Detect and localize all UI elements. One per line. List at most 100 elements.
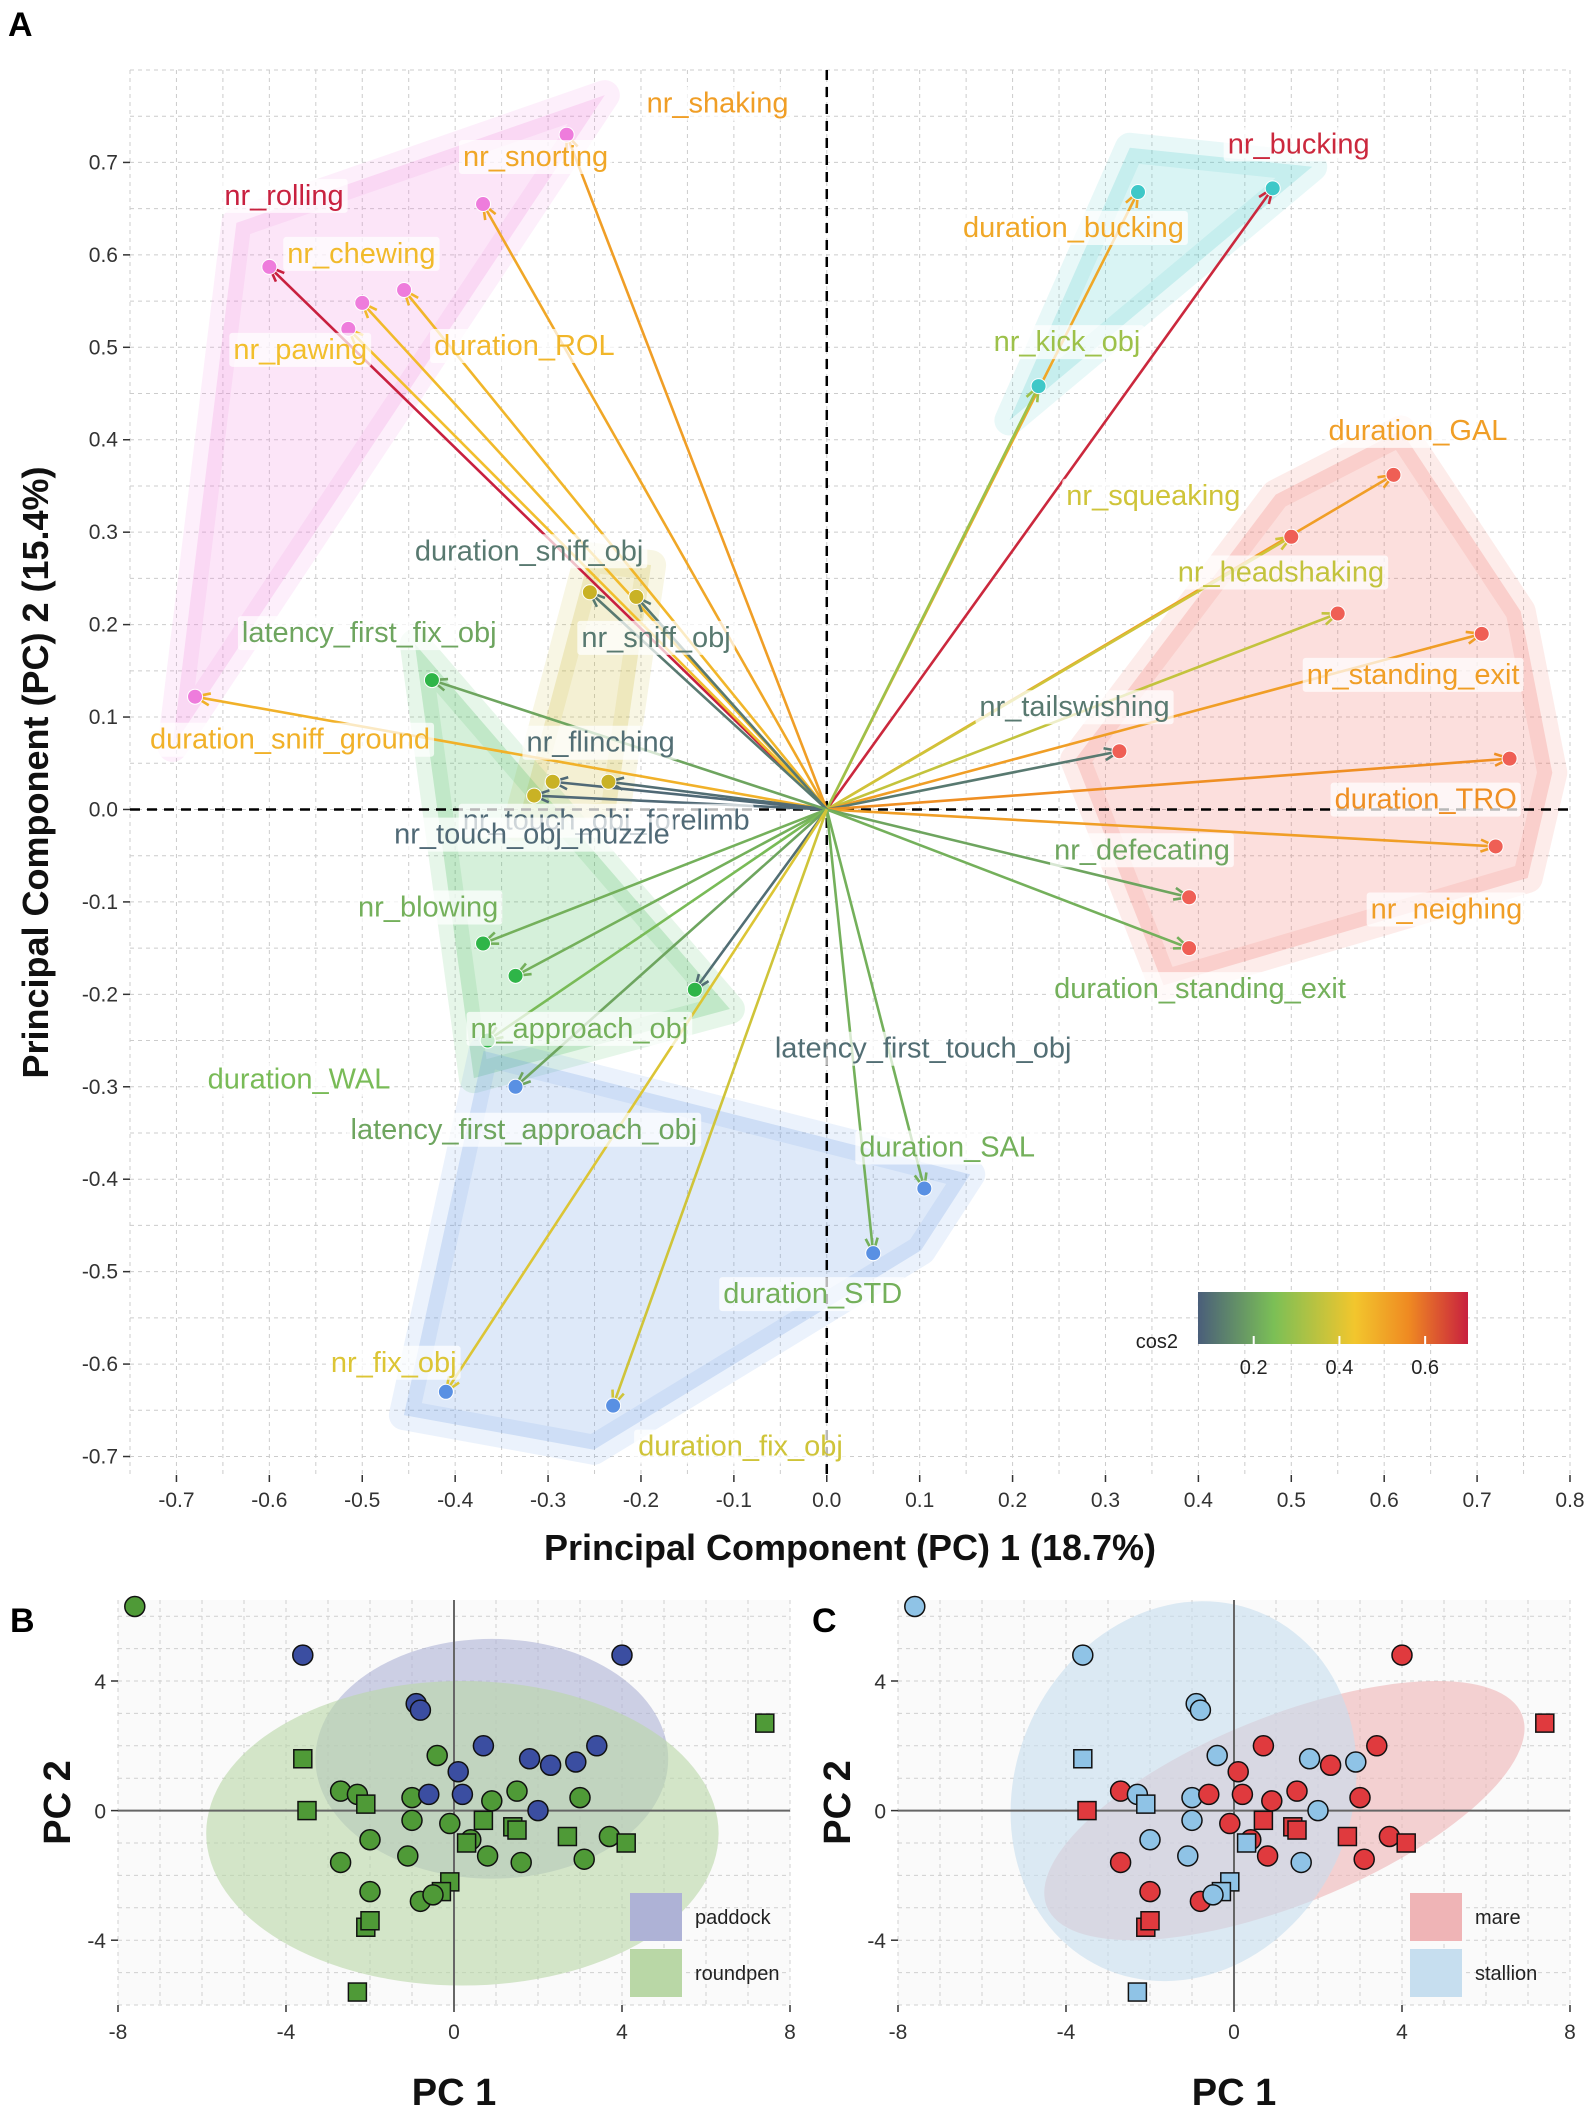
point-mare-circle <box>1319 1754 1342 1776</box>
label-nr_bucking: nr_bucking <box>1228 128 1370 160</box>
label-nr_defecating: nr_defecating <box>1054 834 1230 866</box>
individual-points <box>904 1595 1555 2002</box>
label-latency_first_touch_obj: latency_first_touch_obj <box>775 1033 1072 1065</box>
label-background <box>1062 478 1245 513</box>
point-nr_touch_obj_muzzle <box>526 787 543 804</box>
panel-b-individual-plot-housing: paddock roundpen -8 -4 0 4 8 -4 0 4 PC 1 PC 2 B <box>10 1595 796 2114</box>
point-roundpen-circle <box>329 1851 352 1874</box>
label-duration_WAL: duration_WAL <box>208 1064 391 1096</box>
point-roundpen-square <box>347 1982 368 2002</box>
point-paddock-circle <box>565 1751 587 1773</box>
arrow-shaft <box>552 780 827 811</box>
label-nr_kick_obj: nr_kick_obj <box>994 326 1141 358</box>
label-duration_STD: duration_STD <box>723 1278 902 1310</box>
arrow-shaft <box>825 187 1274 811</box>
arrow-shaft <box>482 808 828 945</box>
label-background <box>146 722 435 757</box>
label-duration_TRO: duration_TRO <box>1335 784 1517 816</box>
point-nr_kick_obj <box>1030 378 1047 395</box>
label-duration_standing_exit: duration_standing_exit <box>1054 973 1346 1005</box>
point-mare-circle <box>1391 1644 1413 1666</box>
label-background <box>326 1345 461 1380</box>
label-background <box>577 620 735 655</box>
point-mare-square <box>1396 1833 1416 1853</box>
point-stallion-circle <box>1206 1744 1228 1767</box>
y-tick-label: 0.6 <box>89 244 118 267</box>
label-nr_headshaking: nr_headshaking <box>1178 557 1384 589</box>
label-background <box>719 1277 907 1312</box>
point-paddock-circle <box>447 1760 469 1783</box>
label-latency_first_approach_obj: latency_first_approach_obj <box>351 1114 698 1146</box>
point-roundpen-square <box>473 1810 494 1831</box>
y-tick-label: 0.4 <box>89 429 119 452</box>
point-mare-circle <box>1198 1783 1220 1806</box>
label-nr_neighing: nr_neighing <box>1371 893 1523 925</box>
arrow-shaft <box>565 134 828 810</box>
label-nr_snorting: nr_snorting <box>463 141 608 173</box>
label-duration_ROL: duration_ROL <box>434 330 615 362</box>
label-background <box>1366 892 1527 927</box>
label-background <box>283 236 440 271</box>
x-tick-label: 0 <box>448 2021 460 2044</box>
cos2-tick-label: 0.2 <box>1240 1357 1268 1379</box>
point-paddock-circle <box>518 1748 541 1770</box>
y-tick-label: 0 <box>874 1801 886 1824</box>
legend-key-mare <box>1410 1893 1462 1941</box>
point-mare-circle <box>1261 1790 1283 1812</box>
y-tick-label: -4 <box>87 1930 106 1953</box>
point-mare-square <box>1287 1820 1307 1840</box>
point-mare-circle <box>1252 1735 1275 1757</box>
x-tick-label: 0.6 <box>1370 1489 1399 1512</box>
point-paddock-circle <box>292 1644 314 1666</box>
point-mare-square <box>1253 1810 1274 1831</box>
label-nr_standing_exit: nr_standing_exit <box>1307 659 1520 691</box>
label-background <box>1324 413 1512 448</box>
x-tick-label: -8 <box>889 2021 908 2044</box>
y-tick-label: 0.7 <box>89 151 118 174</box>
point-duration_fix_obj <box>605 1397 622 1414</box>
point-nr_rolling <box>261 258 278 275</box>
point-mare-circle <box>1378 1825 1401 1848</box>
variable-labels: nr_shaking nr_snorting nr_rolling nr_chewin… <box>146 86 1527 1464</box>
legend-key-stallion <box>1410 1949 1462 1997</box>
point-latency_first_fix_obj <box>423 672 440 689</box>
point-roundpen-circle <box>573 1848 595 1870</box>
arrow-shaft <box>481 203 828 811</box>
arrow-shaft <box>825 809 926 1189</box>
legend-label-roundpen: roundpen <box>695 1963 780 1985</box>
point-stallion-circle <box>904 1595 926 1618</box>
label-background <box>346 1112 702 1147</box>
label-background <box>390 817 674 852</box>
point-duration_sniff_ground <box>187 688 204 705</box>
point-mare-circle <box>1109 1851 1132 1874</box>
point-paddock-circle <box>539 1754 562 1776</box>
cluster-hull-pink <box>157 80 620 762</box>
point-nr_squeaking <box>1283 528 1300 545</box>
label-nr_tailswishing: nr_tailswishing <box>979 691 1169 723</box>
point-roundpen-circle <box>124 1595 146 1618</box>
point-paddock-circle <box>472 1735 495 1757</box>
x-tick-label: 4 <box>1396 2021 1408 2044</box>
x-tick-label: 4 <box>616 2021 628 2044</box>
label-background <box>770 1031 1076 1066</box>
y-tick-label: -4 <box>867 1930 886 1953</box>
point-duration_SAL <box>916 1180 933 1197</box>
point-stallion-square <box>1127 1982 1148 2002</box>
arrow-shaft <box>826 808 1190 950</box>
axis-ticks: -8 -4 0 4 8 -4 0 4 <box>867 1671 1576 2044</box>
arrow-shaft <box>826 808 1190 899</box>
arrow-shaft <box>486 808 828 1042</box>
point-roundpen-circle <box>481 1790 503 1812</box>
x-tick-label: 0.5 <box>1277 1489 1306 1512</box>
label-nr_pawing: nr_pawing <box>233 334 367 366</box>
point-duration_GAL <box>1385 466 1402 483</box>
point-roundpen-circle <box>510 1851 532 1874</box>
point-roundpen-square <box>557 1826 578 1847</box>
x-tick-label: 0.1 <box>905 1489 934 1512</box>
arrow-shaft <box>826 749 1120 811</box>
group-legend: paddock roundpen <box>630 1893 780 1997</box>
label-nr_fix_obj: nr_fix_obj <box>331 1347 457 1379</box>
y-tick-label: -0.3 <box>82 1076 118 1099</box>
cos2-legend-title: cos2 <box>1136 1331 1178 1353</box>
x-tick-label: 0.8 <box>1555 1489 1584 1512</box>
